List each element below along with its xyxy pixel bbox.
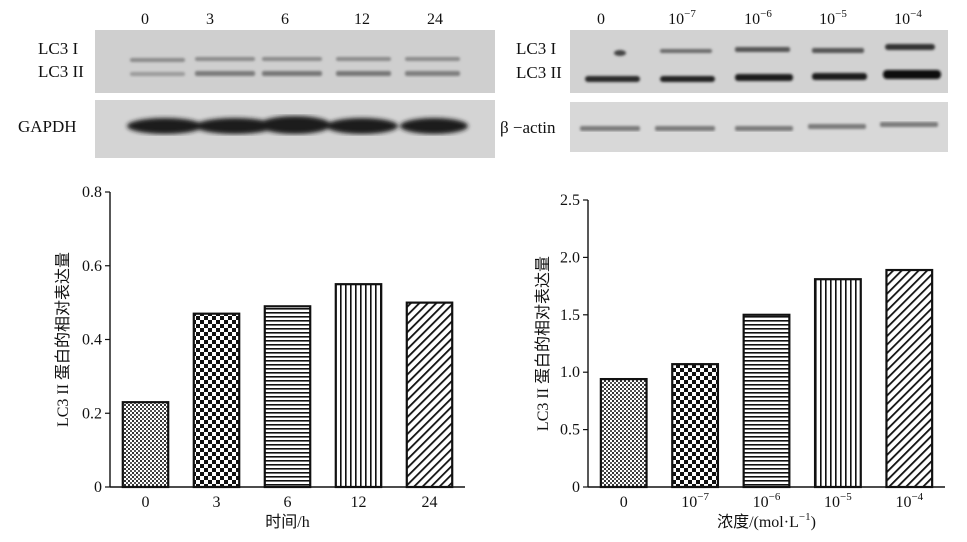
bar: [263, 305, 312, 489]
x-tick-label-exponent: −6: [769, 491, 781, 503]
y-tick-label: 0.2: [82, 405, 102, 422]
x-tick-label: 0: [142, 494, 150, 511]
x-axis-title-exponent: −1: [799, 511, 811, 523]
x-tick-label-base: 10: [681, 494, 697, 511]
y-tick-label: 0.6: [82, 258, 102, 275]
y-tick-label: 2.0: [560, 249, 580, 266]
y-tick-label: 1.0: [560, 364, 580, 381]
blot-right-lane-label-exponent: −4: [910, 8, 922, 20]
y-tick-label: 0: [572, 479, 580, 496]
x-axis-title: 浓度/(mol·L−1): [717, 511, 816, 531]
x-tick-label-base: 10: [895, 494, 911, 511]
y-tick-label: 0.5: [560, 422, 580, 439]
blot-right-lane-label-base: 0: [597, 11, 605, 28]
x-tick-label: 10−6: [753, 491, 781, 511]
bar: [599, 377, 648, 489]
bar: [192, 312, 241, 489]
y-tick-label: 0.8: [82, 184, 102, 201]
x-tick-label-base: 10: [753, 494, 769, 511]
blot-right-lane-label-exponent: −5: [835, 8, 847, 20]
x-axis-title: 时间/h: [265, 513, 309, 531]
blot-left-lane-label: 24: [427, 11, 443, 28]
blot-right: [570, 30, 948, 152]
bar-chart-time: 0 0.2 0.4 0.6 0.8 0 3 6 12 24 时间/h LC3 II 蛋白的相对表达量: [54, 184, 465, 531]
x-tick-label-base: 10: [824, 494, 840, 511]
blot-right-lane-label-exponent: −6: [760, 8, 772, 20]
y-tick-label: 0: [94, 479, 102, 496]
x-tick-label: 10−4: [895, 491, 923, 511]
blot-right-lane-labels: 0 10−7 10−6 10−5 10−4: [597, 8, 922, 28]
bar: [121, 401, 170, 489]
x-tick-label: 12: [351, 494, 367, 511]
blot-left: [95, 30, 495, 158]
x-tick-label: 0: [620, 494, 628, 511]
bar: [334, 283, 383, 489]
x-tick-label: 3: [213, 494, 221, 511]
bar-chart-concentration: 00.51.01.52.02.50 10−7 10−6 10−5 10−4浓度/(mol…: [534, 192, 945, 531]
blot-right-lane-label: 10−4: [894, 8, 922, 28]
blot-right-lane-label: 10−7: [668, 8, 696, 28]
y-axis-title: LC3 II 蛋白的相对表达量: [54, 252, 72, 427]
x-tick-label: 24: [422, 494, 438, 511]
x-tick-label-exponent: −5: [840, 491, 852, 503]
blot-right-lc3-ii-label: LC3 II: [516, 63, 562, 82]
blot-left-lc3-i-label: LC3 I: [38, 39, 78, 58]
bar: [742, 313, 791, 489]
x-tick-label: 10−7: [681, 491, 709, 511]
blot-right-lane-label: 0: [597, 11, 605, 28]
blot-left-lane-label: 3: [206, 11, 214, 28]
blot-right-lane-label-base: 10: [819, 11, 835, 28]
x-tick-label: 10−5: [824, 491, 852, 511]
blot-left-lane-label: 0: [141, 11, 149, 28]
blot-right-lc3-i-label: LC3 I: [516, 39, 556, 58]
y-tick-label: 2.5: [560, 192, 580, 209]
x-tick-label: 6: [284, 494, 292, 511]
bar: [405, 301, 454, 489]
blot-right-lane-label-exponent: −7: [684, 8, 696, 20]
blot-left-lane-label: 6: [281, 11, 289, 28]
bar: [671, 363, 720, 489]
y-tick-label: 0.4: [82, 332, 102, 349]
x-axis-title-base: 浓度/(mol·L: [717, 513, 799, 531]
bar: [813, 278, 862, 489]
blot-left-lane-label: 12: [354, 11, 370, 28]
blot-left-lane-labels: 0 3 6 12 24: [141, 11, 443, 28]
blot-right-lane-label-base: 10: [744, 11, 760, 28]
blot-right-lane-label-base: 10: [894, 11, 910, 28]
blot-left-gapdh-label: GAPDH: [18, 117, 77, 136]
x-tick-label-base: 0: [620, 494, 628, 511]
y-tick-label: 1.5: [560, 307, 580, 324]
y-axis-title: LC3 II 蛋白的相对表达量: [534, 256, 552, 431]
x-tick-label-exponent: −4: [911, 491, 923, 503]
blot-right-lane-label: 10−5: [819, 8, 847, 28]
blot-right-lane-label-base: 10: [668, 11, 684, 28]
bar: [885, 268, 934, 489]
x-tick-label-exponent: −7: [697, 491, 709, 503]
blot-right-beta-actin-label: β −actin: [500, 118, 556, 137]
blot-left-lc3-ii-label: LC3 II: [38, 62, 84, 81]
blot-right-lane-label: 10−6: [744, 8, 772, 28]
x-axis-title-tail: ): [811, 514, 816, 531]
